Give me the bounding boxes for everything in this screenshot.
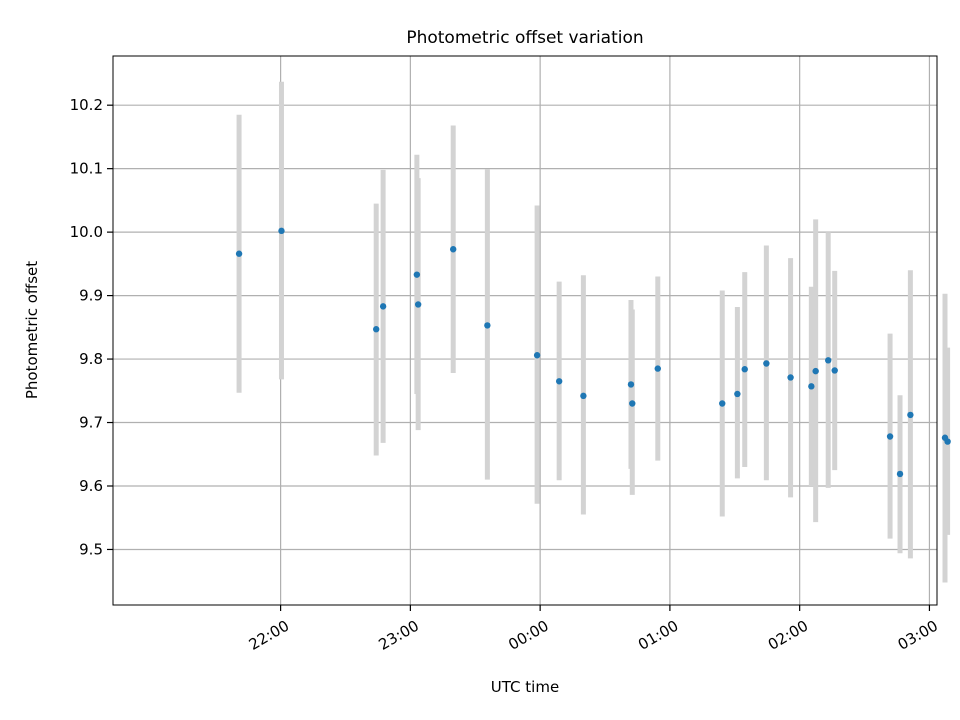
data-point (812, 367, 819, 375)
data-point (825, 357, 832, 364)
data-point (627, 381, 635, 388)
y-tick-label: 10.2 (70, 96, 103, 114)
data-point (808, 383, 815, 390)
data-point (787, 374, 794, 381)
data-point (235, 250, 243, 257)
data-point (886, 433, 894, 440)
data-point (379, 303, 387, 310)
data-point (413, 271, 421, 278)
y-axis-label: Photometric offset (23, 261, 41, 399)
data-point (734, 390, 741, 398)
data-point (484, 322, 491, 329)
data-point (831, 367, 838, 374)
y-tick-label: 9.5 (79, 540, 103, 558)
y-tick-label: 9.8 (79, 350, 103, 368)
data-point (414, 301, 422, 308)
data-point (896, 470, 904, 478)
data-point (944, 438, 951, 445)
data-point (741, 366, 748, 373)
y-tick-label: 9.7 (79, 414, 103, 432)
x-axis-label: UTC time (491, 678, 559, 696)
grid-lines (113, 56, 937, 605)
data-point (654, 365, 661, 372)
y-tick-label: 10.0 (70, 223, 103, 241)
data-point (580, 392, 587, 400)
data-point (555, 378, 563, 385)
data-point (719, 400, 726, 407)
y-tick-label: 9.6 (79, 477, 103, 495)
y-tick-label: 9.9 (79, 287, 103, 305)
data-points (235, 227, 951, 478)
y-tick-label: 10.1 (70, 160, 103, 178)
data-point (907, 411, 914, 419)
y-axis-ticks: 9.5 9.6 9.7 9.8 9.9 10.0 10.1 10.2 (70, 96, 113, 558)
chart-title: Photometric offset variation (406, 28, 643, 48)
data-point (629, 400, 636, 407)
data-point (533, 352, 541, 359)
data-point (449, 246, 457, 253)
data-point (373, 326, 380, 333)
plot-area-frame (112, 55, 938, 606)
data-point (763, 360, 770, 367)
data-point (278, 227, 285, 235)
